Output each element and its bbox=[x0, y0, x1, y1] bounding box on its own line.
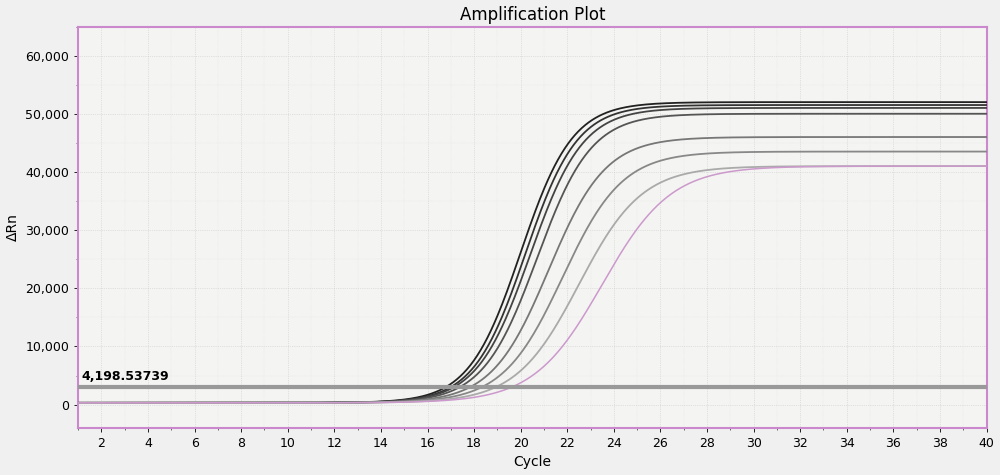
Y-axis label: ΔRn: ΔRn bbox=[6, 213, 20, 241]
Title: Amplification Plot: Amplification Plot bbox=[460, 6, 605, 24]
Text: 4,198.53739: 4,198.53739 bbox=[82, 370, 169, 383]
X-axis label: Cycle: Cycle bbox=[513, 456, 551, 469]
